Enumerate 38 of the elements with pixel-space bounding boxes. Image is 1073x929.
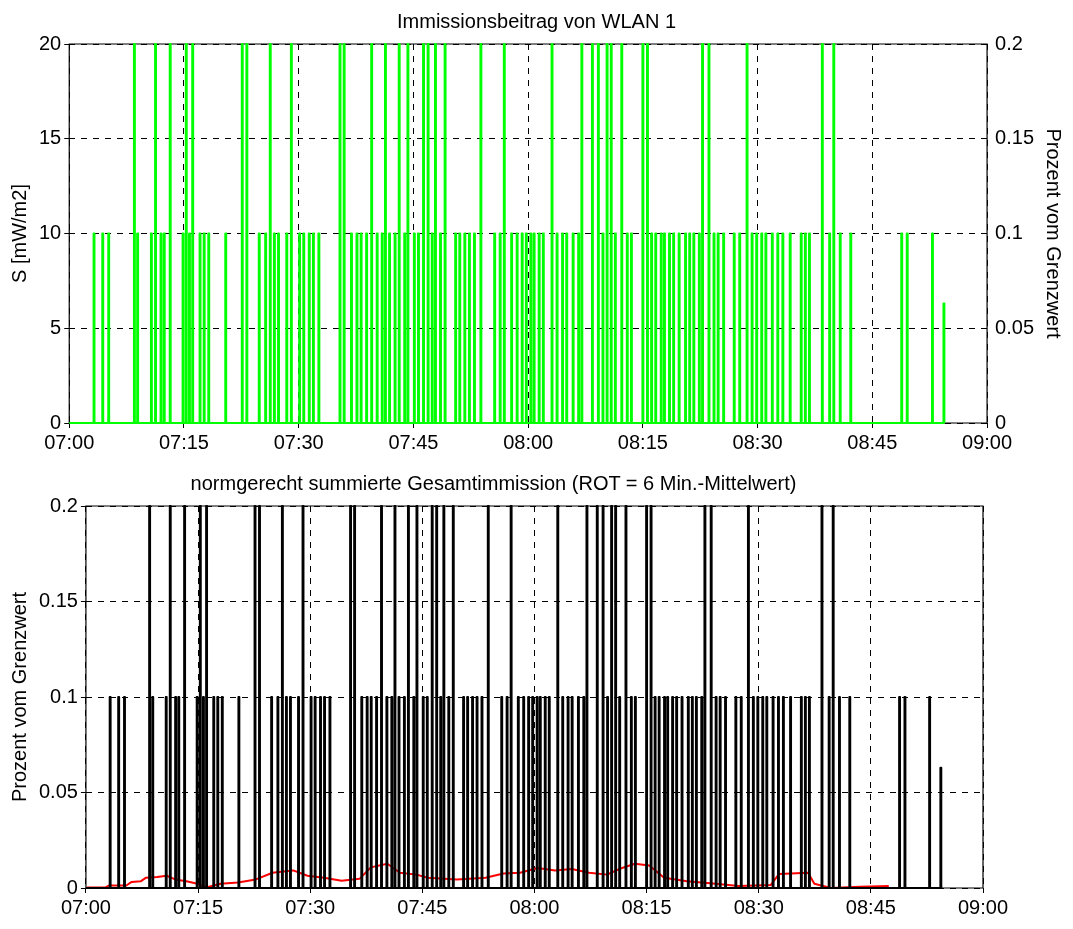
x-tick-label: 09:00 <box>957 895 1009 918</box>
x-tick-label: 07:45 <box>397 895 448 918</box>
x-tick-label: 07:45 <box>388 430 439 453</box>
y2-tick-label: 0.05 <box>995 315 1035 338</box>
y-axis-title: Prozent vom Grenzwert <box>7 591 30 803</box>
x-tick-label: 08:00 <box>509 895 560 918</box>
x-tick-label: 08:45 <box>845 895 896 918</box>
y-tick-label: 5 <box>50 315 62 338</box>
y2-tick-label: 0.2 <box>995 31 1023 54</box>
x-tick-label: 09:00 <box>962 430 1013 453</box>
y-tick-label: 10 <box>39 221 62 244</box>
x-tick-label: 08:15 <box>617 430 668 453</box>
x-tick-label: 07:30 <box>285 895 336 918</box>
y2-tick-label: 0.1 <box>995 221 1023 244</box>
chart-title: Immissionsbeitrag von WLAN 1 <box>397 9 676 32</box>
y-tick-label: 0.15 <box>38 589 78 612</box>
x-tick-label: 08:45 <box>847 430 898 453</box>
x-tick-label: 08:15 <box>621 895 672 918</box>
x-tick-label: 07:00 <box>60 895 111 918</box>
y-tick-label: 0 <box>50 410 62 433</box>
x-tick-label: 07:15 <box>173 895 224 918</box>
y-tick-label: 0.05 <box>38 780 78 803</box>
y-tick-label: 0.1 <box>50 684 78 707</box>
x-tick-label: 08:30 <box>733 895 784 918</box>
y-tick-label: 15 <box>39 126 62 149</box>
x-tick-label: 07:00 <box>44 430 95 453</box>
y2-tick-label: 0 <box>995 410 1007 433</box>
y-tick-label: 0.2 <box>50 493 78 516</box>
y-tick-label: 0 <box>66 875 78 898</box>
chart-title: normgerecht summierte Gesamtimmission (ROT = 6 Min.-Mittelwert) <box>190 471 797 494</box>
y-axis-title: S [mW/m2] <box>7 184 30 283</box>
y2-tick-label: 0.15 <box>995 126 1035 149</box>
x-tick-label: 07:15 <box>158 430 210 453</box>
y-tick-label: 20 <box>39 31 62 54</box>
x-tick-label: 07:30 <box>273 430 324 453</box>
y2-axis-title: Prozent vom Grenzwert <box>1043 128 1066 339</box>
x-tick-label: 08:30 <box>732 430 783 453</box>
x-tick-label: 08:00 <box>503 430 554 453</box>
